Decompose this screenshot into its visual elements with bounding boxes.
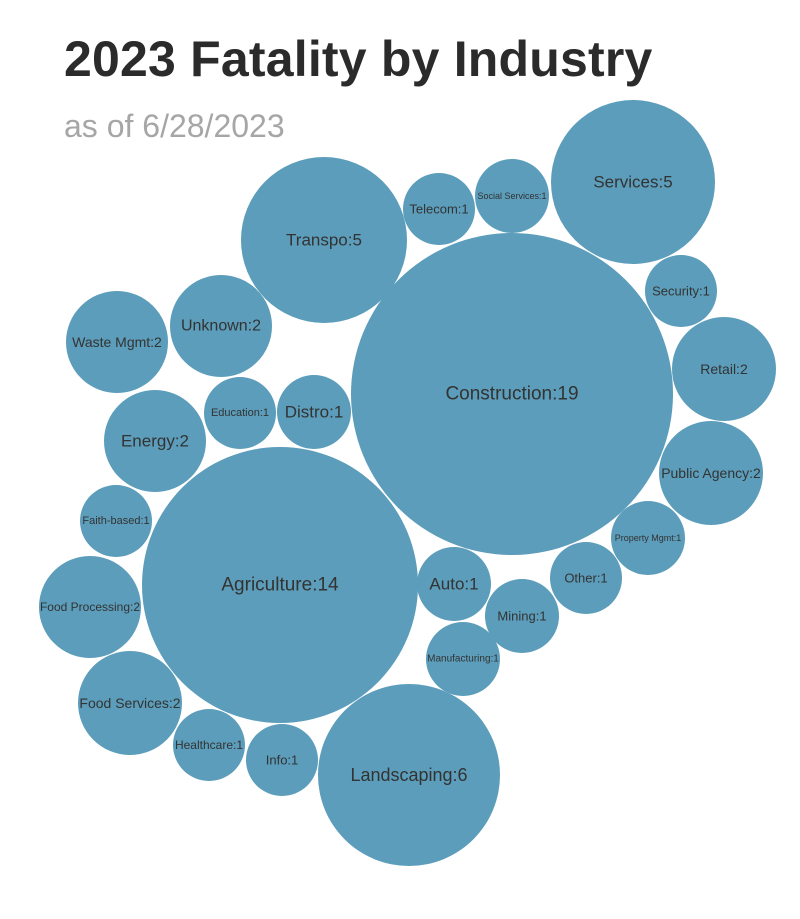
bubble-circle bbox=[142, 447, 418, 723]
bubble-circle bbox=[426, 622, 500, 696]
bubble-manufacturing: Manufacturing:1 bbox=[426, 622, 500, 696]
bubble-label: Mining:1 bbox=[497, 609, 546, 624]
bubble-label: Education:1 bbox=[211, 407, 269, 419]
bubble-circle bbox=[78, 651, 182, 755]
bubble-label: Security:1 bbox=[652, 284, 710, 299]
bubble-services: Services:5 bbox=[551, 100, 715, 264]
bubble-education: Education:1 bbox=[204, 377, 276, 449]
bubble-label: Manufacturing:1 bbox=[427, 654, 499, 665]
bubble-circle bbox=[672, 317, 776, 421]
bubble-label: Unknown:2 bbox=[181, 318, 261, 335]
bubble-circle bbox=[277, 375, 351, 449]
bubble-label: Construction:19 bbox=[445, 384, 578, 405]
bubble-circle bbox=[417, 547, 491, 621]
bubble-circle bbox=[204, 377, 276, 449]
bubble-circle bbox=[173, 709, 245, 781]
bubble-social-services: Social Services:1 bbox=[475, 159, 549, 233]
bubble-circle bbox=[611, 501, 685, 575]
bubble-label: Other:1 bbox=[564, 571, 607, 586]
bubble-label: Info:1 bbox=[266, 753, 299, 768]
bubble-label: Public Agency:2 bbox=[661, 465, 761, 481]
bubble-circle bbox=[475, 159, 549, 233]
bubble-label: Landscaping:6 bbox=[350, 765, 467, 785]
bubble-distro: Distro:1 bbox=[277, 375, 351, 449]
bubble-label: Food Processing:2 bbox=[40, 600, 140, 614]
bubble-agriculture: Agriculture:14 bbox=[142, 447, 418, 723]
bubble-mining: Mining:1 bbox=[485, 579, 559, 653]
bubble-label: Retail:2 bbox=[700, 361, 748, 377]
bubble-circle bbox=[659, 421, 763, 525]
bubble-label: Energy:2 bbox=[121, 432, 189, 451]
bubble-healthcare: Healthcare:1 bbox=[173, 709, 245, 781]
bubble-label: Auto:1 bbox=[429, 575, 478, 594]
bubble-auto: Auto:1 bbox=[417, 547, 491, 621]
bubble-faith-based: Faith-based:1 bbox=[80, 485, 152, 557]
bubble-info: Info:1 bbox=[246, 724, 318, 796]
bubble-transpo: Transpo:5 bbox=[241, 157, 407, 323]
bubble-circle bbox=[318, 684, 500, 866]
bubble-label: Transpo:5 bbox=[286, 231, 362, 250]
bubble-telecom: Telecom:1 bbox=[403, 173, 475, 245]
bubble-food-processing: Food Processing:2 bbox=[39, 556, 141, 658]
bubble-circle bbox=[246, 724, 318, 796]
bubble-circle bbox=[170, 275, 272, 377]
bubble-energy: Energy:2 bbox=[104, 390, 206, 492]
bubble-waste-mgmt: Waste Mgmt:2 bbox=[66, 291, 168, 393]
bubble-circle bbox=[485, 579, 559, 653]
bubble-circle bbox=[403, 173, 475, 245]
bubble-circle bbox=[551, 100, 715, 264]
bubble-label: Healthcare:1 bbox=[175, 738, 243, 752]
bubble-circle bbox=[550, 542, 622, 614]
bubble-construction: Construction:19 bbox=[351, 233, 673, 555]
bubble-circle bbox=[645, 255, 717, 327]
bubble-food-services: Food Services:2 bbox=[78, 651, 182, 755]
bubble-other: Other:1 bbox=[550, 542, 622, 614]
bubble-public-agency: Public Agency:2 bbox=[659, 421, 763, 525]
bubble-circle bbox=[104, 390, 206, 492]
bubble-unknown: Unknown:2 bbox=[170, 275, 272, 377]
chart-title: 2023 Fatality by Industry bbox=[64, 31, 653, 87]
chart-subtitle: as of 6/28/2023 bbox=[64, 108, 285, 144]
bubble-security: Security:1 bbox=[645, 255, 717, 327]
bubble-circle bbox=[39, 556, 141, 658]
bubble-circle bbox=[80, 485, 152, 557]
bubble-label: Social Services:1 bbox=[477, 191, 546, 201]
bubble-circle bbox=[351, 233, 673, 555]
bubble-label: Distro:1 bbox=[285, 403, 344, 422]
bubble-label: Property Mgmt:1 bbox=[615, 533, 682, 543]
bubble-landscaping: Landscaping:6 bbox=[318, 684, 500, 866]
bubble-label: Faith-based:1 bbox=[82, 515, 149, 527]
bubble-circle bbox=[66, 291, 168, 393]
bubble-label: Agriculture:14 bbox=[221, 575, 339, 596]
bubble-label: Telecom:1 bbox=[409, 202, 468, 217]
bubble-label: Services:5 bbox=[593, 173, 672, 192]
bubble-property-mgmt: Property Mgmt:1 bbox=[611, 501, 685, 575]
bubble-label: Waste Mgmt:2 bbox=[72, 334, 162, 350]
bubble-label: Food Services:2 bbox=[79, 695, 180, 711]
bubble-circle bbox=[241, 157, 407, 323]
bubble-retail: Retail:2 bbox=[672, 317, 776, 421]
